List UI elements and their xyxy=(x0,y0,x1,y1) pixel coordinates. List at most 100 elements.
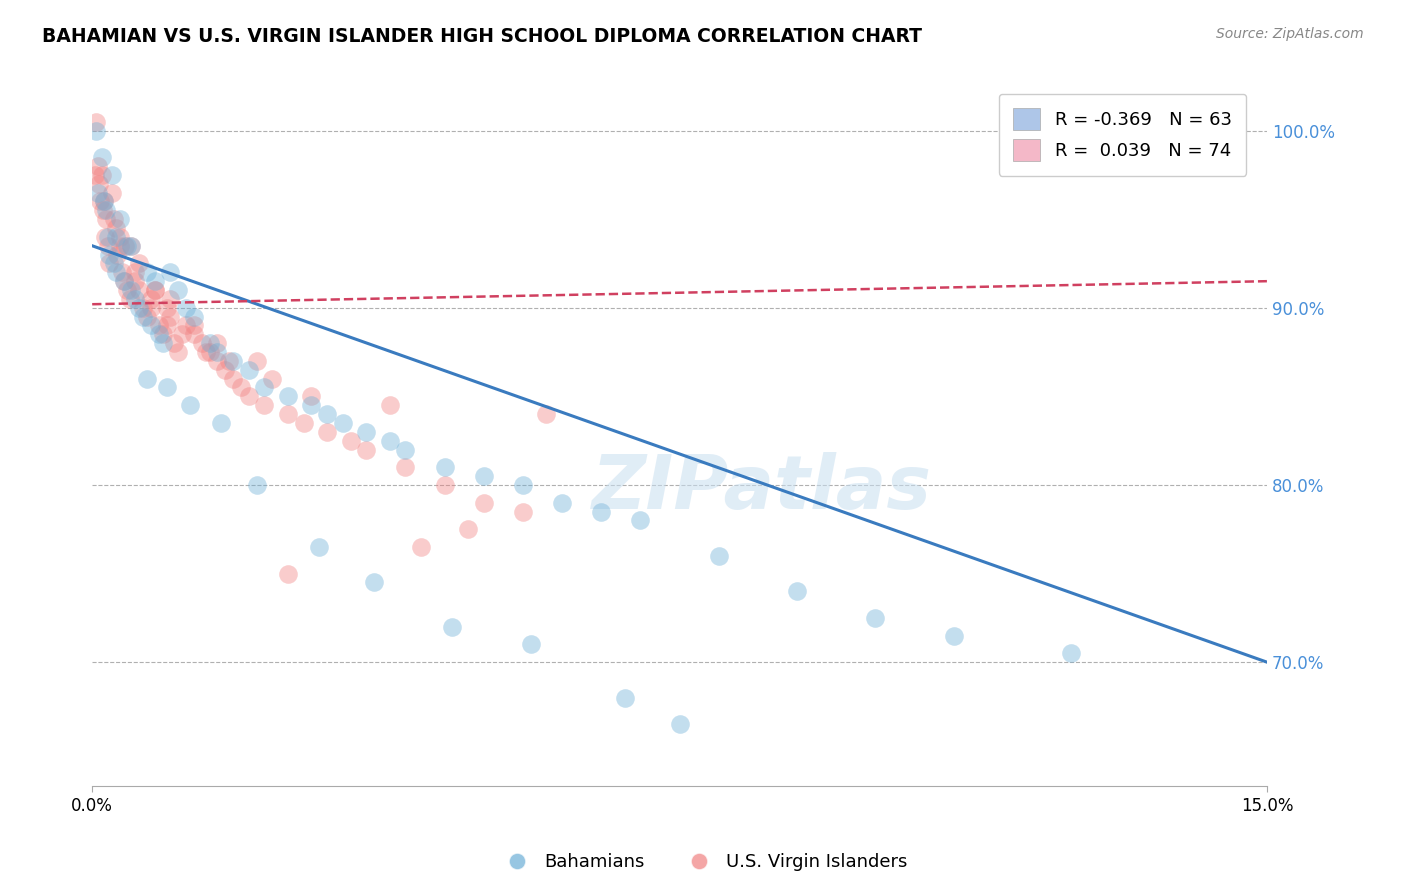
Point xyxy=(120,283,142,297)
Legend: R = -0.369   N = 63, R =  0.039   N = 74: R = -0.369 N = 63, R = 0.039 N = 74 xyxy=(998,94,1246,176)
Point xyxy=(174,301,197,315)
Point xyxy=(90,168,112,182)
Point xyxy=(108,212,131,227)
Point xyxy=(128,301,150,315)
Point xyxy=(277,566,299,581)
Point xyxy=(118,292,141,306)
Point xyxy=(441,620,464,634)
Point xyxy=(108,230,131,244)
Point xyxy=(132,310,155,324)
Point xyxy=(139,318,162,333)
Text: BAHAMIAN VS U.S. VIRGIN ISLANDER HIGH SCHOOL DIPLOMA CORRELATION CHART: BAHAMIAN VS U.S. VIRGIN ISLANDER HIGH SC… xyxy=(42,27,922,45)
Point xyxy=(114,239,136,253)
Point xyxy=(128,283,150,297)
Point xyxy=(394,442,416,457)
Point xyxy=(112,274,135,288)
Point xyxy=(277,389,299,403)
Point xyxy=(222,354,245,368)
Point xyxy=(363,575,385,590)
Point xyxy=(104,230,127,244)
Point xyxy=(100,186,122,200)
Point xyxy=(83,168,105,182)
Point xyxy=(136,371,159,385)
Point xyxy=(292,416,315,430)
Point xyxy=(117,239,139,253)
Point xyxy=(222,371,245,385)
Point xyxy=(100,168,122,182)
Point xyxy=(84,114,107,128)
Point xyxy=(143,283,166,297)
Point xyxy=(218,354,240,368)
Point xyxy=(238,363,260,377)
Point xyxy=(339,434,361,448)
Point xyxy=(103,256,125,270)
Legend: Bahamians, U.S. Virgin Islanders: Bahamians, U.S. Virgin Islanders xyxy=(492,847,914,879)
Point xyxy=(124,265,146,279)
Point xyxy=(356,442,378,457)
Point xyxy=(97,230,120,244)
Point xyxy=(1060,646,1083,660)
Point xyxy=(613,690,636,705)
Point xyxy=(172,327,194,342)
Point xyxy=(536,407,558,421)
Point xyxy=(103,212,125,227)
Point xyxy=(191,336,214,351)
Text: ZIPatlas: ZIPatlas xyxy=(592,452,932,525)
Point xyxy=(253,380,276,394)
Point xyxy=(167,283,190,297)
Point xyxy=(87,186,110,200)
Point xyxy=(942,628,965,642)
Point xyxy=(786,584,808,599)
Point xyxy=(411,540,433,554)
Point xyxy=(262,371,284,385)
Point xyxy=(316,425,339,439)
Point xyxy=(159,310,181,324)
Point xyxy=(139,292,162,306)
Point xyxy=(117,283,139,297)
Point xyxy=(433,478,456,492)
Point xyxy=(120,239,142,253)
Point xyxy=(98,256,121,270)
Point xyxy=(148,327,170,342)
Point xyxy=(707,549,730,563)
Point xyxy=(316,407,339,421)
Point xyxy=(96,212,118,227)
Point xyxy=(112,274,135,288)
Point xyxy=(207,336,229,351)
Point xyxy=(93,194,115,209)
Point xyxy=(512,478,534,492)
Point xyxy=(124,292,146,306)
Point xyxy=(356,425,378,439)
Point xyxy=(91,203,114,218)
Point xyxy=(519,637,541,651)
Point xyxy=(152,336,174,351)
Point xyxy=(194,345,217,359)
Point xyxy=(104,221,127,235)
Point xyxy=(238,389,260,403)
Point xyxy=(668,717,690,731)
Point xyxy=(93,230,115,244)
Point xyxy=(163,336,186,351)
Point xyxy=(155,380,177,394)
Point xyxy=(98,247,121,261)
Point xyxy=(308,540,330,554)
Point xyxy=(136,310,159,324)
Point xyxy=(198,345,221,359)
Point xyxy=(84,123,107,137)
Point xyxy=(207,345,229,359)
Point xyxy=(198,336,221,351)
Point xyxy=(159,292,181,306)
Point xyxy=(90,150,112,164)
Point xyxy=(378,398,401,412)
Point xyxy=(93,194,115,209)
Point xyxy=(155,318,177,333)
Point xyxy=(394,460,416,475)
Point xyxy=(551,496,574,510)
Point xyxy=(111,265,134,279)
Point xyxy=(108,239,131,253)
Text: Source: ZipAtlas.com: Source: ZipAtlas.com xyxy=(1216,27,1364,41)
Point xyxy=(89,194,111,209)
Point xyxy=(104,265,127,279)
Point xyxy=(183,327,205,342)
Point xyxy=(124,274,146,288)
